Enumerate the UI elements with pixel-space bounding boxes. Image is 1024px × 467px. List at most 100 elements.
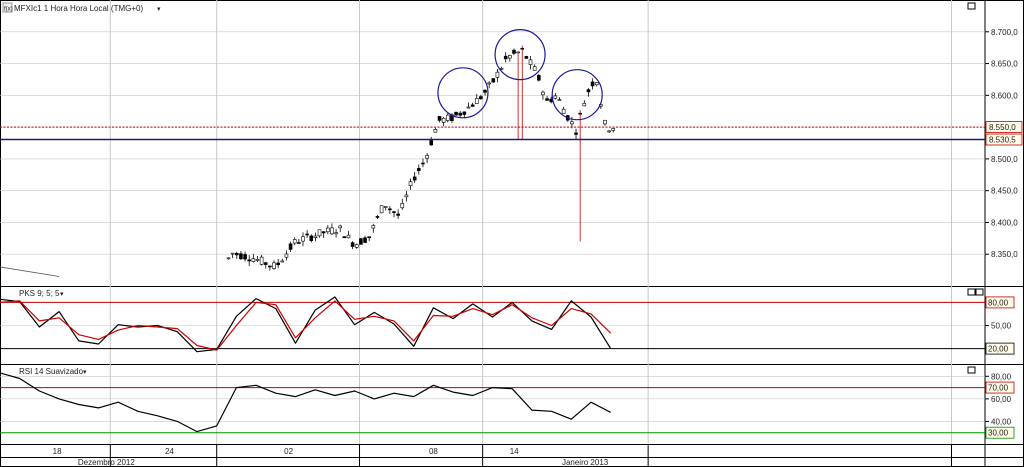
- period-label: Janeiro 2013: [562, 458, 609, 467]
- x-tick-label: 14: [510, 447, 519, 456]
- stochastic-panel[interactable]: PKS 9; 5; 5 ▾: [0, 288, 985, 353]
- candle-body: [309, 235, 314, 241]
- candle-body: [305, 233, 309, 236]
- dropdown-icon[interactable]: ▾: [83, 369, 87, 376]
- price-panel-title[interactable]: MFXIc1 1 Hora Hora Local (TMG+0): [14, 4, 143, 13]
- maximize-icon[interactable]: [967, 366, 976, 374]
- candle-body: [255, 259, 260, 261]
- neckline-tag-box: [985, 133, 1023, 146]
- rsi-level-tag-text: 70,00: [988, 384, 1009, 393]
- price-line-tag: 8.550,0: [985, 121, 1023, 134]
- axis-layer: 8.350,0 8.400,0 8.450,0 8.500,0 8.550,0 8.600…: [53, 28, 1023, 467]
- rsi-level-tag: 30,00: [985, 426, 1015, 439]
- rsi-level-tag-box: [985, 381, 1015, 394]
- candle-body: [578, 112, 582, 115]
- price-panel[interactable]: f(x) MFXIc1 1 Hora Hora Local (TMG+0) ▾: [0, 2, 985, 277]
- rsi-series-line: [0, 372, 611, 433]
- candlestick-series: [226, 45, 616, 271]
- candle-body: [470, 104, 475, 107]
- candle-body: [338, 225, 343, 229]
- dropdown-icon[interactable]: ▾: [60, 291, 64, 298]
- candle-body: [367, 236, 371, 239]
- candle-body: [326, 227, 330, 233]
- candle-body: [458, 112, 462, 116]
- trendline: [0, 266, 60, 277]
- rsi-y-tick-label: 60,00: [991, 395, 1012, 404]
- candle-body: [342, 236, 347, 239]
- candle-body: [586, 89, 591, 93]
- maximize-icon[interactable]: [967, 2, 976, 10]
- candle-body: [574, 132, 578, 135]
- rsi-level-tag-text: 30,00: [988, 429, 1009, 438]
- candle-body: [226, 257, 231, 260]
- candle-body: [516, 51, 520, 54]
- candle-body: [292, 239, 297, 244]
- y-tick-label: 8.500,0: [991, 155, 1018, 164]
- candle-body: [243, 254, 247, 260]
- candle-body: [354, 244, 359, 248]
- candle-body: [259, 256, 264, 265]
- pattern-circle: [551, 69, 603, 121]
- candle-body: [388, 208, 392, 211]
- candle-body: [408, 181, 413, 186]
- candle-body: [392, 211, 396, 213]
- stoch-level-tag-box: [985, 342, 1015, 355]
- price-line-tag-text: 8.550,0: [989, 123, 1016, 132]
- neckline-tag-text: 8.530,5: [989, 136, 1016, 145]
- maximize-icon[interactable]: [967, 288, 976, 296]
- candle-body: [536, 75, 541, 81]
- stoch-level-tag: 80,00: [985, 296, 1015, 309]
- candle-body: [594, 82, 599, 86]
- candle-body: [412, 176, 417, 181]
- candle-body: [321, 231, 326, 234]
- candle-body: [590, 81, 595, 87]
- candle-body: [495, 71, 500, 78]
- maximize-icon[interactable]: [975, 288, 984, 296]
- candle-body: [474, 98, 479, 105]
- candle-body: [433, 129, 438, 133]
- rsi-panel-title[interactable]: RSI 14 Suavizado: [19, 367, 84, 376]
- dropdown-icon[interactable]: ▾: [157, 6, 161, 13]
- candle-body: [251, 258, 256, 262]
- rsi-y-tick-label: 80,00: [991, 372, 1012, 381]
- candle-body: [239, 253, 243, 260]
- x-tick-label: 24: [165, 447, 174, 456]
- candle-body: [487, 82, 491, 85]
- neckline-tag: 8.530,5: [985, 133, 1023, 146]
- x-tick-label: 02: [284, 447, 293, 456]
- candle-body: [359, 238, 363, 245]
- candle-body: [317, 229, 322, 237]
- candle-body: [483, 89, 487, 93]
- candle-body: [462, 111, 467, 115]
- candle-body: [230, 252, 235, 255]
- candle-body: [417, 168, 421, 171]
- candle-body: [437, 116, 442, 121]
- candle-body: [528, 59, 533, 65]
- candle-body: [272, 262, 276, 269]
- candle-body: [379, 205, 384, 214]
- rsi-panel[interactable]: RSI 14 Suavizado ▾: [0, 366, 985, 434]
- y-tick-label: 8.600,0: [991, 91, 1018, 100]
- y-tick-label: 8.350,0: [991, 250, 1018, 259]
- candle-body: [454, 111, 458, 116]
- candle-body: [429, 140, 434, 146]
- candle-body: [541, 91, 545, 96]
- stoch-level-tag: 20,00: [985, 342, 1015, 355]
- chart-annotations: [0, 29, 985, 277]
- rsi-level-tag-box: [985, 426, 1015, 439]
- candle-body: [603, 119, 607, 125]
- candle-body: [297, 242, 301, 244]
- candle-body: [396, 213, 400, 216]
- candle-body: [263, 262, 268, 265]
- candle-body: [375, 216, 380, 218]
- y-tick-label: 8.450,0: [991, 187, 1018, 196]
- symbol-icon-glyph: f(x): [4, 7, 13, 13]
- candle-body: [284, 253, 289, 258]
- y-tick-label: 8.700,0: [991, 28, 1018, 37]
- candle-body: [400, 202, 405, 209]
- candle-body: [301, 236, 305, 242]
- symbol-icon[interactable]: [2, 2, 13, 13]
- candle-body: [346, 234, 351, 239]
- stochastic-panel-title[interactable]: PKS 9; 5; 5: [19, 289, 60, 298]
- pattern-circle: [437, 67, 489, 119]
